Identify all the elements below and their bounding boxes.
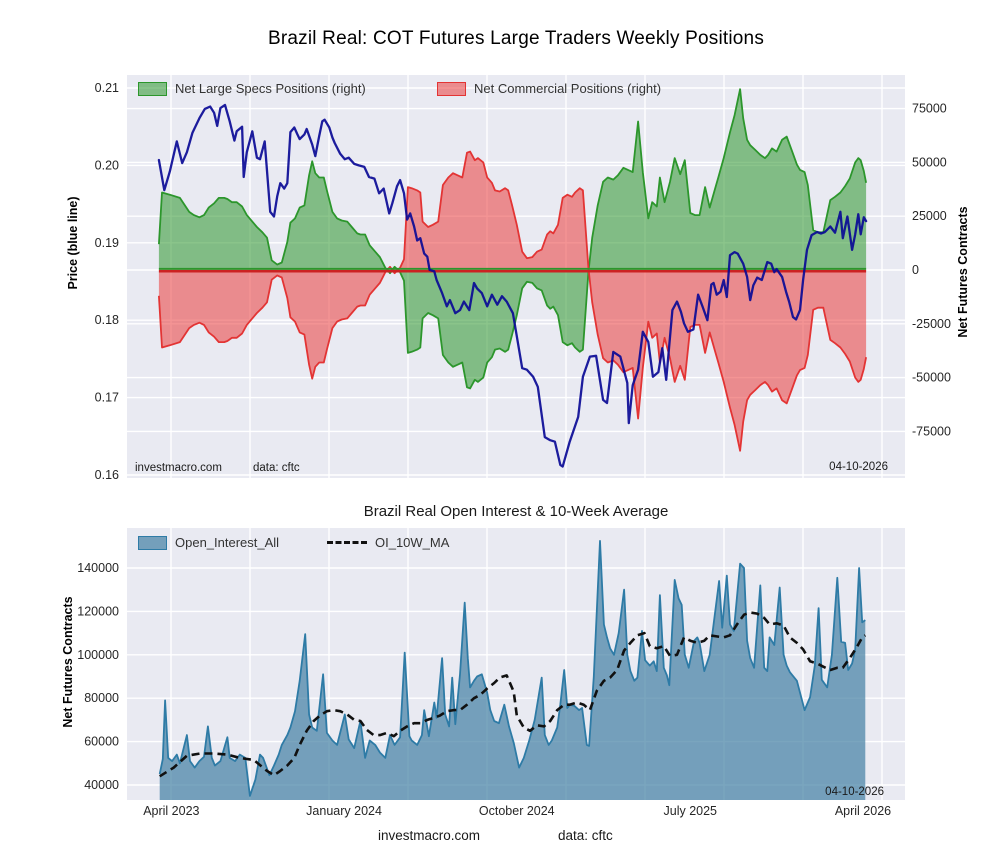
footer-watermark: investmacro.com bbox=[378, 828, 481, 843]
open-interest-area bbox=[159, 540, 866, 800]
figure-title: Brazil Real: COT Futures Large Traders W… bbox=[267, 28, 765, 49]
date-tick-label: April 2026 bbox=[835, 804, 891, 818]
price-tick-label: 0.16 bbox=[95, 468, 119, 482]
price-tick-label: 0.18 bbox=[95, 313, 119, 327]
price-axis-label: Price (blue line) bbox=[66, 196, 80, 290]
price-tick-label: 0.19 bbox=[95, 236, 119, 250]
net-contracts-axis-label-right: Net Futures Contracts bbox=[956, 206, 970, 338]
legend-item-net-specs: Net Large Specs Positions (right) bbox=[138, 81, 366, 96]
price-tick-label: 0.17 bbox=[95, 391, 119, 405]
open-interest-legend-label: Open_Interest_All bbox=[175, 535, 280, 550]
contracts-tick-label: 25000 bbox=[912, 209, 947, 223]
net-specs-legend-label: Net Large Specs Positions (right) bbox=[175, 81, 366, 96]
legend-item-net-commercial: Net Commercial Positions (right) bbox=[437, 81, 661, 96]
net-specs-area bbox=[158, 89, 867, 389]
top-date-stamp: 04-10-2026 bbox=[829, 461, 888, 473]
date-tick-label: July 2025 bbox=[664, 804, 718, 818]
legend-item-oi-ma: OI_10W_MA bbox=[327, 535, 449, 550]
contracts-tick-label: 50000 bbox=[912, 155, 947, 169]
oi-ma-legend-label: OI_10W_MA bbox=[375, 535, 450, 550]
oi-tick-label: 120000 bbox=[77, 604, 119, 618]
oi-tick-label: 60000 bbox=[84, 735, 119, 749]
price-line bbox=[157, 103, 868, 468]
contracts-tick-label: -50000 bbox=[912, 371, 951, 385]
bottom-date-stamp: 04-10-2026 bbox=[825, 786, 884, 798]
oi-tick-label: 140000 bbox=[77, 561, 119, 575]
net-specs-edge bbox=[158, 88, 867, 390]
net-commercial-area bbox=[158, 151, 867, 451]
footer-source: data: cftc bbox=[558, 828, 613, 843]
date-tick-label: April 2023 bbox=[143, 804, 199, 818]
open-interest-edge bbox=[158, 540, 866, 797]
dashed-line-sample-icon bbox=[327, 541, 367, 544]
top-source: data: cftc bbox=[253, 462, 300, 474]
oi-tick-label: 40000 bbox=[84, 778, 119, 792]
net-contracts-axis-label-bottom: Net Futures Contracts bbox=[61, 596, 75, 728]
date-tick-label: January 2024 bbox=[306, 804, 382, 818]
net-specs-swatch-icon bbox=[138, 81, 167, 96]
oi-10w-ma-line bbox=[159, 611, 867, 778]
top-watermark: investmacro.com bbox=[135, 462, 222, 474]
date-tick-label: October 2024 bbox=[479, 804, 555, 818]
net-commercial-swatch-icon bbox=[437, 81, 466, 96]
price-tick-label: 0.20 bbox=[95, 158, 119, 172]
contracts-tick-label: 75000 bbox=[912, 102, 947, 116]
net-commercial-legend-label: Net Commercial Positions (right) bbox=[474, 81, 662, 96]
contracts-tick-label: 0 bbox=[912, 263, 919, 277]
contracts-tick-label: -75000 bbox=[912, 424, 951, 438]
oi-tick-label: 80000 bbox=[84, 691, 119, 705]
open-interest-swatch-icon bbox=[138, 535, 167, 550]
open-interest-chart-title: Brazil Real Open Interest & 10-Week Aver… bbox=[363, 503, 669, 520]
price-tick-label: 0.21 bbox=[95, 81, 119, 95]
oi-tick-label: 100000 bbox=[77, 648, 119, 662]
net-commercial-edge bbox=[158, 150, 867, 452]
contracts-tick-label: -25000 bbox=[912, 317, 951, 331]
legend-item-open-interest: Open_Interest_All bbox=[138, 535, 279, 550]
